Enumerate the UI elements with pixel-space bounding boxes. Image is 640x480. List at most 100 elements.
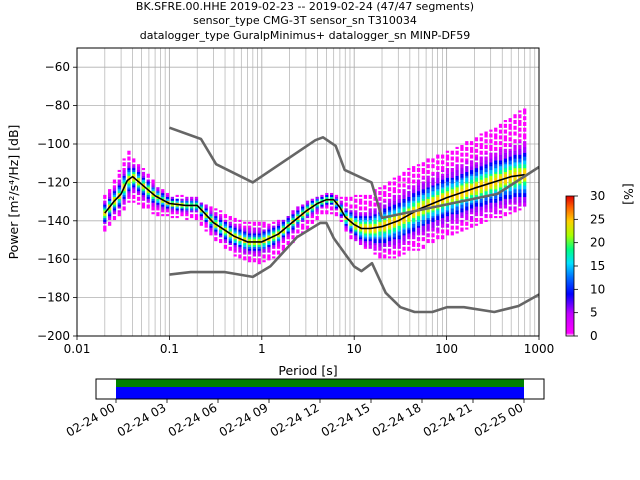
- density-cell: [334, 212, 339, 215]
- density-cell: [513, 183, 517, 186]
- density-cell: [190, 210, 194, 213]
- density-cell: [165, 214, 170, 217]
- density-cell: [508, 125, 512, 128]
- density-cell: [383, 194, 387, 197]
- density-cell: [383, 240, 387, 244]
- density-cell: [498, 131, 503, 134]
- density-cell: [523, 204, 527, 207]
- density-cell: [484, 156, 488, 159]
- density-cell: [165, 204, 170, 207]
- density-cell: [286, 235, 290, 238]
- density-cell: [185, 217, 189, 221]
- density-cell: [465, 173, 469, 176]
- density-cell: [378, 198, 382, 201]
- density-cell: [397, 189, 401, 192]
- density-cell: [122, 171, 126, 174]
- density-cell: [397, 233, 401, 236]
- x-tick-label: 1: [258, 342, 266, 356]
- density-cell: [349, 196, 353, 199]
- density-cell: [136, 173, 141, 176]
- density-cell: [161, 208, 165, 211]
- density-cell: [108, 202, 112, 205]
- density-cell: [484, 206, 488, 209]
- density-cell: [436, 219, 440, 222]
- density-cell: [368, 208, 372, 211]
- density-cell: [494, 146, 498, 149]
- density-cell: [392, 256, 396, 259]
- density-cell: [228, 239, 232, 242]
- density-cell: [122, 175, 126, 178]
- density-cell: [436, 160, 440, 163]
- density-cell: [436, 179, 440, 182]
- density-cell: [465, 158, 469, 161]
- density-cell: [513, 120, 517, 123]
- density-cell: [431, 183, 435, 186]
- density-cell: [469, 212, 474, 215]
- density-cell: [498, 181, 503, 184]
- density-cell: [397, 221, 401, 224]
- density-cell: [132, 183, 136, 186]
- density-cell: [238, 225, 242, 228]
- density-cell: [358, 216, 363, 219]
- density-cell: [132, 196, 136, 199]
- density-cell: [378, 246, 382, 249]
- density-cell: [469, 175, 474, 178]
- density-cell: [523, 179, 527, 182]
- density-cell: [103, 214, 107, 217]
- y-tick-label: −80: [45, 99, 70, 113]
- density-cell: [479, 168, 483, 171]
- density-cell: [431, 214, 435, 217]
- density-cell: [252, 254, 257, 257]
- density-cell: [450, 231, 454, 234]
- timeline-tick-label: 02-24 12: [268, 400, 322, 439]
- density-cell: [127, 175, 131, 178]
- density-cell: [407, 196, 411, 199]
- density-cell: [484, 214, 488, 217]
- density-cell: [252, 221, 257, 224]
- density-cell: [407, 237, 411, 240]
- density-cell: [132, 189, 136, 192]
- density-cell: [378, 233, 382, 236]
- density-cell: [190, 206, 194, 209]
- density-cell: [108, 194, 112, 197]
- density-cell: [416, 206, 421, 209]
- density-cell: [455, 183, 459, 186]
- density-cell: [498, 152, 503, 155]
- density-cell: [484, 210, 488, 213]
- density-cell: [431, 164, 435, 167]
- density-cell: [407, 233, 411, 236]
- density-cell: [474, 185, 479, 188]
- density-cell: [146, 179, 150, 182]
- density-cell: [146, 173, 150, 176]
- density-cell: [513, 150, 517, 153]
- density-cell: [479, 217, 483, 221]
- density-cell: [436, 217, 440, 221]
- density-cell: [354, 221, 358, 224]
- density-cell: [421, 244, 425, 247]
- density-cell: [358, 223, 363, 226]
- density-cell: [387, 250, 392, 253]
- density-cell: [489, 154, 493, 157]
- curve-mode: [104, 173, 525, 243]
- density-cell: [291, 229, 295, 232]
- density-cell: [363, 239, 368, 242]
- density-cell: [402, 191, 406, 194]
- density-cell: [455, 177, 459, 180]
- density-cell: [257, 262, 261, 265]
- density-cell: [354, 229, 358, 232]
- density-cell: [455, 217, 459, 221]
- density-cell: [349, 227, 353, 230]
- density-cell: [349, 229, 353, 232]
- density-cell: [426, 219, 430, 222]
- density-cell: [387, 198, 392, 201]
- density-cell: [412, 198, 416, 201]
- density-cell: [378, 256, 382, 259]
- density-cell: [465, 196, 469, 199]
- density-cell: [223, 231, 228, 234]
- density-cell: [465, 187, 469, 190]
- density-cell: [412, 216, 416, 219]
- density-cell: [233, 233, 237, 236]
